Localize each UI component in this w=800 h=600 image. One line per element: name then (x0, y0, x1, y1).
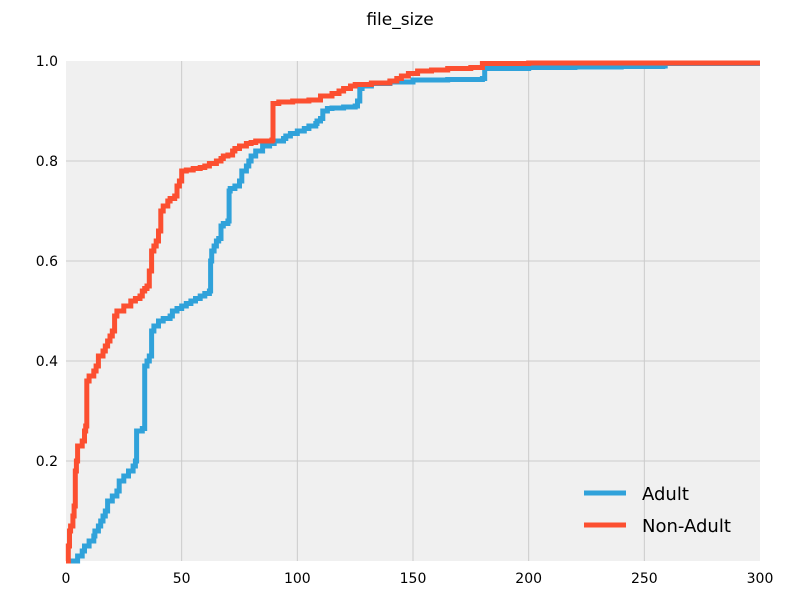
x-tick-label: 250 (631, 571, 658, 587)
legend-label-non-adult: Non-Adult (642, 516, 731, 537)
chart-title: file_size (366, 10, 433, 30)
x-tick-label: 100 (284, 571, 311, 587)
y-tick-label: 0.4 (36, 354, 58, 370)
y-axis-ticks: 0.2 0.4 0.6 0.8 1.0 (36, 54, 58, 470)
x-tick-label: 0 (62, 571, 71, 587)
legend: Adult Non-Adult (584, 484, 731, 537)
y-tick-label: 0.6 (36, 254, 58, 270)
series-group (65, 60, 760, 564)
x-tick-label: 50 (173, 571, 191, 587)
x-tick-label: 150 (400, 571, 427, 587)
grid (66, 61, 760, 561)
y-tick-label: 0.8 (36, 154, 58, 170)
x-axis-ticks: 0 50 100 150 200 250 300 (62, 571, 774, 587)
y-tick-label: 1.0 (36, 54, 58, 70)
x-tick-label: 200 (515, 571, 542, 587)
series-line-non-adult (65, 60, 760, 564)
y-tick-label: 0.2 (36, 454, 58, 470)
x-tick-label: 300 (747, 571, 774, 587)
series-line-adult (66, 61, 760, 564)
legend-label-adult: Adult (642, 484, 689, 505)
